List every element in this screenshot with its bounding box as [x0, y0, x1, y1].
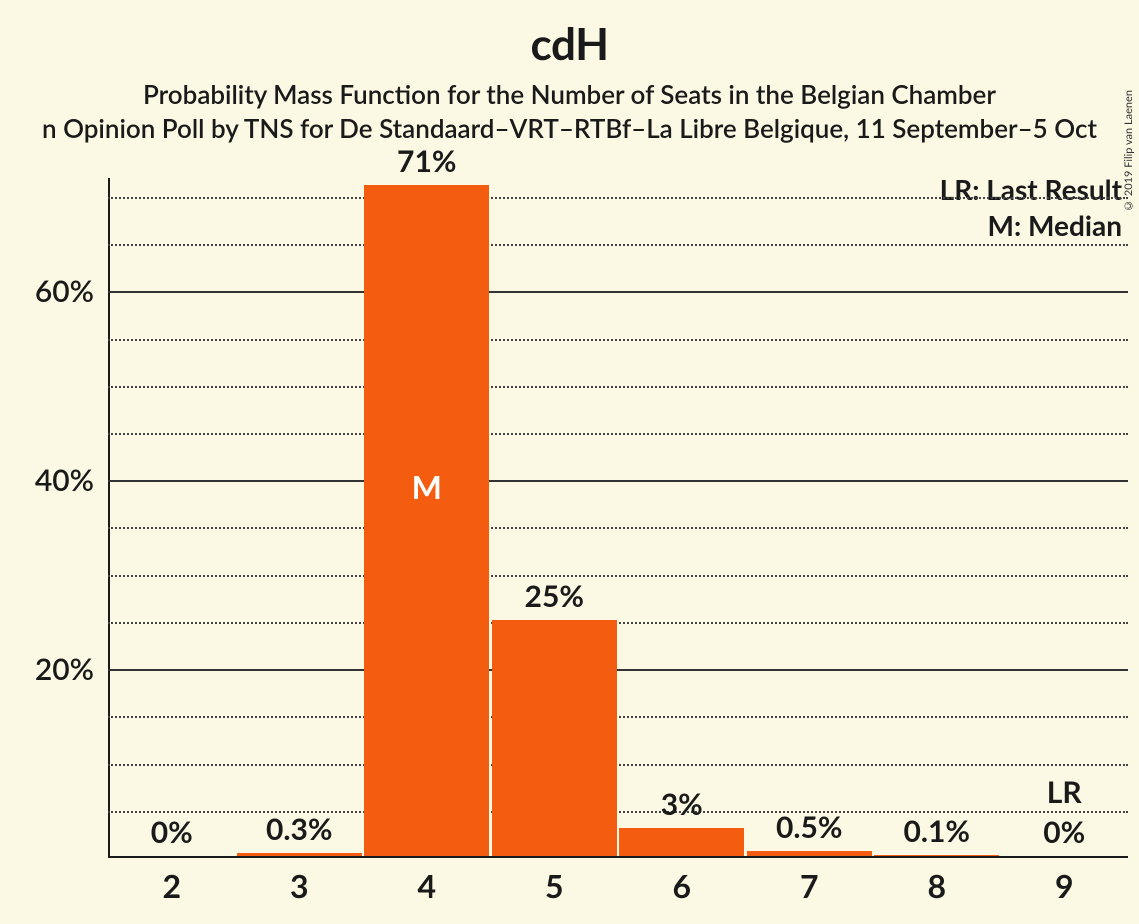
x-tick-label: 2 [162, 866, 181, 905]
y-axis-line [108, 178, 110, 858]
grid-minor-line [108, 575, 1128, 577]
bar-value-label: 25% [525, 578, 584, 614]
bar-value-label: 0.3% [266, 811, 333, 847]
grid-minor-line [108, 339, 1128, 341]
x-tick-label: 7 [800, 866, 819, 905]
bar: 71%M [364, 185, 489, 856]
y-tick-label: 60% [35, 273, 94, 309]
x-tick-label: 8 [927, 866, 946, 905]
x-tick-label: 9 [1055, 866, 1074, 905]
y-tick-label: 20% [35, 651, 94, 687]
bar: 25% [492, 620, 617, 856]
x-tick-label: 3 [290, 866, 309, 905]
x-tick-label: 4 [417, 866, 436, 905]
grid-major-line [108, 480, 1128, 482]
grid-major-line [108, 291, 1128, 293]
bar-value-label: 0% [1043, 814, 1085, 850]
last-result-marker: LR [1047, 774, 1082, 810]
grid-minor-line [108, 244, 1128, 246]
chart-subtitle-2: n Opinion Poll by TNS for De Standaard–V… [0, 112, 1139, 144]
y-tick-label: 40% [35, 462, 94, 498]
chart-container: cdH Probability Mass Function for the Nu… [0, 0, 1139, 924]
x-tick-label: 5 [545, 866, 564, 905]
x-tick-label: 6 [672, 866, 691, 905]
bar: 0.1% [874, 855, 999, 856]
grid-major-line [108, 669, 1128, 671]
grid-minor-line [108, 716, 1128, 718]
plot-area: 20%40%60%0%20.3%371%M425%53%60.5%70.1%80… [108, 178, 1128, 858]
grid-minor-line [108, 622, 1128, 624]
bar: 0.5% [747, 851, 872, 856]
chart-title: cdH [0, 0, 1139, 70]
grid-minor-line [108, 386, 1128, 388]
legend-median: M: Median [988, 208, 1122, 242]
chart-subtitle-1: Probability Mass Function for the Number… [0, 78, 1139, 110]
bar-value-label: 0% [151, 814, 193, 850]
bar-value-label: 3% [661, 786, 703, 822]
grid-minor-line [108, 433, 1128, 435]
legend-last-result: LR: Last Result [940, 172, 1122, 206]
bar: 0.3% [237, 853, 362, 856]
x-axis-line [108, 856, 1128, 858]
median-marker: M [412, 467, 442, 506]
bar-value-label: 0.5% [776, 809, 843, 845]
grid-minor-line [108, 811, 1128, 813]
bar-value-label: 71% [397, 143, 456, 179]
bar-value-label: 0.1% [903, 813, 970, 849]
copyright-text: © 2019 Filip van Laenen [1122, 90, 1135, 212]
grid-minor-line [108, 197, 1128, 199]
grid-minor-line [108, 764, 1128, 766]
bar: 3% [619, 828, 744, 856]
grid-minor-line [108, 527, 1128, 529]
